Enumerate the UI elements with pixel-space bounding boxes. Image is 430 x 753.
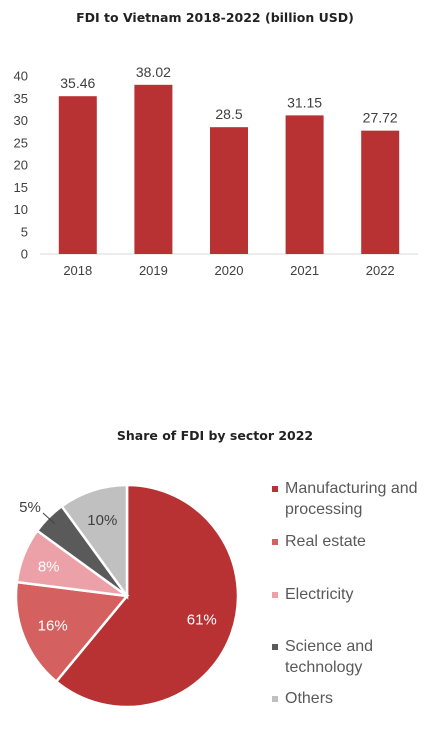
slice-data-label: 5% xyxy=(19,499,41,516)
x-tick-label: 2021 xyxy=(290,263,319,278)
pie-slice xyxy=(14,580,130,684)
legend-swatch xyxy=(272,539,278,545)
y-tick-label: 25 xyxy=(14,135,28,150)
legend-swatch xyxy=(272,592,278,598)
y-tick-label: 5 xyxy=(21,224,28,239)
y-tick-label: 15 xyxy=(14,180,28,195)
x-tick-label: 2020 xyxy=(215,263,244,278)
pie-slice xyxy=(54,483,240,709)
bar-data-label: 27.72 xyxy=(363,110,398,126)
bar xyxy=(134,84,173,254)
bar xyxy=(285,115,324,254)
bar xyxy=(361,130,400,254)
bar-data-label: 31.15 xyxy=(287,94,322,110)
legend-label: Science and technology xyxy=(285,638,374,676)
leader-line xyxy=(42,512,56,525)
pie-slice xyxy=(60,483,129,600)
legend-swatch xyxy=(272,644,278,650)
y-tick-label: 20 xyxy=(14,158,28,173)
pie-chart: 61% 16% 8% 5% 10% xyxy=(14,483,240,709)
x-tick-label: 2018 xyxy=(63,263,92,278)
legend-label: Electricity xyxy=(285,586,354,603)
slice-data-label: 10% xyxy=(87,512,117,529)
bar xyxy=(58,96,97,254)
slice-data-label: 61% xyxy=(187,611,217,628)
y-tick-label: 35 xyxy=(14,91,28,106)
bar-chart: 0 5 10 15 20 25 30 35 40 35.46 2018 38.02 2019 28.5 20… xyxy=(14,64,418,278)
pie-chart-title: Share of FDI by sector 2022 xyxy=(116,428,314,443)
y-tick-label: 10 xyxy=(14,202,28,217)
bar xyxy=(210,127,248,254)
slice-data-label: 16% xyxy=(38,617,68,634)
legend-label: Real estate xyxy=(285,533,366,550)
bar-data-label: 38.02 xyxy=(136,64,171,80)
legend-swatch xyxy=(272,696,278,702)
bar-data-label: 28.5 xyxy=(215,106,242,122)
legend-label: Manufacturing and processing xyxy=(285,480,418,518)
bar-chart-title: FDI to Vietnam 2018-2022 (billion USD) xyxy=(76,10,354,25)
y-tick-label: 40 xyxy=(14,69,28,84)
y-tick-label: 0 xyxy=(21,247,28,262)
legend-label: Others xyxy=(285,690,334,707)
y-tick-label: 30 xyxy=(14,113,28,128)
slice-data-label: 8% xyxy=(38,559,60,576)
legend-swatch xyxy=(272,486,278,492)
bar-data-label: 35.46 xyxy=(60,75,95,91)
x-tick-label: 2022 xyxy=(366,263,395,278)
x-tick-label: 2019 xyxy=(139,263,168,278)
